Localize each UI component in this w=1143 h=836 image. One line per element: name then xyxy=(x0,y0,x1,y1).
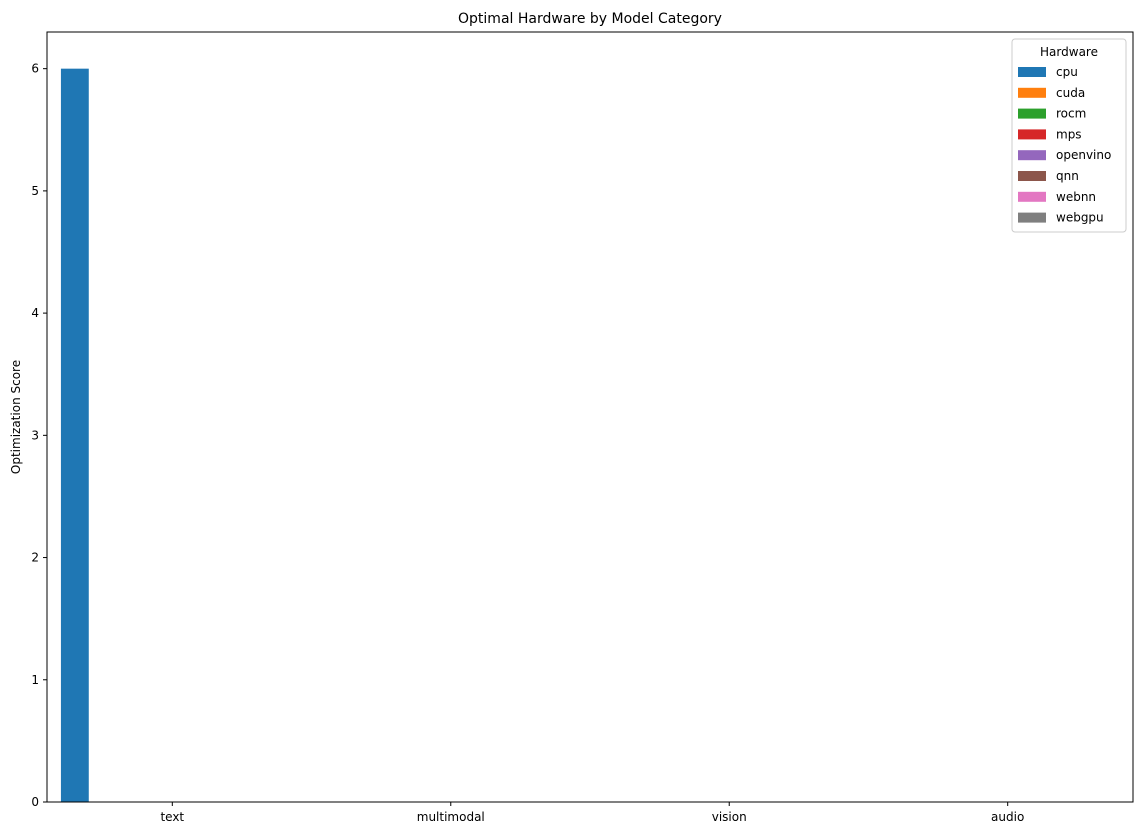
x-tick-label-audio: audio xyxy=(991,810,1024,824)
x-tick-label-multimodal: multimodal xyxy=(417,810,485,824)
legend-label-cuda: cuda xyxy=(1056,86,1085,100)
chart-title: Optimal Hardware by Model Category xyxy=(458,11,722,27)
legend-label-rocm: rocm xyxy=(1056,107,1086,121)
y-tick-label: 2 xyxy=(31,551,39,565)
legend-label-mps: mps xyxy=(1056,127,1082,141)
y-tick-label: 4 xyxy=(31,306,39,320)
legend-label-qnn: qnn xyxy=(1056,169,1079,183)
legend-swatch-cuda xyxy=(1018,87,1046,98)
y-tick-label: 5 xyxy=(31,184,39,198)
legend-label-webgpu: webgpu xyxy=(1056,211,1104,225)
x-axis: text multimodal vision audio xyxy=(160,802,1024,824)
x-tick-label-vision: vision xyxy=(712,810,747,824)
legend-items: cpu cuda rocm mps openvino qnn webnn webgpu xyxy=(1018,65,1111,225)
legend-label-webnn: webnn xyxy=(1056,190,1096,204)
legend: Hardware cpu cuda rocm mps openvino qnn webnn w… xyxy=(1011,38,1127,233)
y-tick-label: 6 xyxy=(31,62,39,76)
plot-frame xyxy=(46,31,1134,803)
legend-swatch-cpu xyxy=(1018,67,1046,77)
legend-swatch-webnn xyxy=(1018,191,1046,202)
legend-swatch-mps xyxy=(1018,129,1046,140)
legend-swatch-rocm xyxy=(1018,108,1046,119)
legend-swatch-openvino xyxy=(1018,150,1046,161)
bars-group xyxy=(60,68,89,802)
plot-area xyxy=(47,32,1133,802)
legend-box xyxy=(1011,38,1127,233)
y-tick-label: 0 xyxy=(31,795,39,809)
legend-label-openvino: openvino xyxy=(1056,148,1111,162)
y-axis-label: Optimization Score xyxy=(9,360,23,474)
y-axis: 0 1 2 3 4 5 6 xyxy=(31,62,47,809)
x-tick-label-text: text xyxy=(160,810,184,824)
y-tick-label: 1 xyxy=(31,673,39,687)
legend-title: Hardware xyxy=(1040,45,1098,59)
legend-swatch-webgpu xyxy=(1018,212,1046,223)
legend-swatch-qnn xyxy=(1018,171,1046,181)
legend-label-cpu: cpu xyxy=(1056,65,1078,79)
bar-cpu-text xyxy=(60,68,89,802)
y-tick-label: 3 xyxy=(31,428,39,442)
